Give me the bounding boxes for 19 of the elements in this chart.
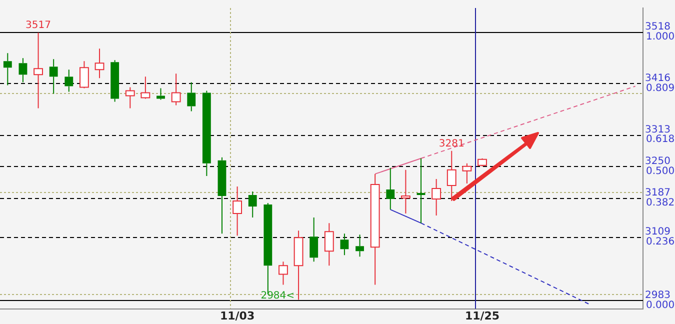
- y2-tick-label: 0.500: [646, 166, 675, 177]
- y-tick-label: 3518: [645, 22, 670, 33]
- x-tick-label: 11/25: [464, 309, 500, 322]
- y-tick-label: 3416: [645, 72, 670, 84]
- x-tick-label: 11/03: [220, 309, 255, 322]
- y2-tick-label: 1.000: [646, 32, 675, 43]
- y-tick-label: 3313: [645, 124, 670, 136]
- y-tick-label: 2983: [645, 290, 670, 301]
- y2-tick-label: 0.000: [646, 300, 675, 311]
- y2-tick-label: 0.236: [646, 236, 675, 248]
- y2-tick-label: 0.809: [646, 82, 675, 94]
- y-tick-label: 3250: [645, 156, 670, 168]
- y2-tick-label: 0.618: [646, 134, 675, 146]
- y2-tick-label: 0.382: [646, 197, 675, 208]
- annotation: 3517: [26, 20, 51, 32]
- y-tick-label: 3109: [645, 226, 670, 238]
- annotation: 2984<: [260, 290, 295, 302]
- y-tick-label: 3187: [645, 188, 670, 199]
- annotation: 3281: [438, 138, 464, 150]
